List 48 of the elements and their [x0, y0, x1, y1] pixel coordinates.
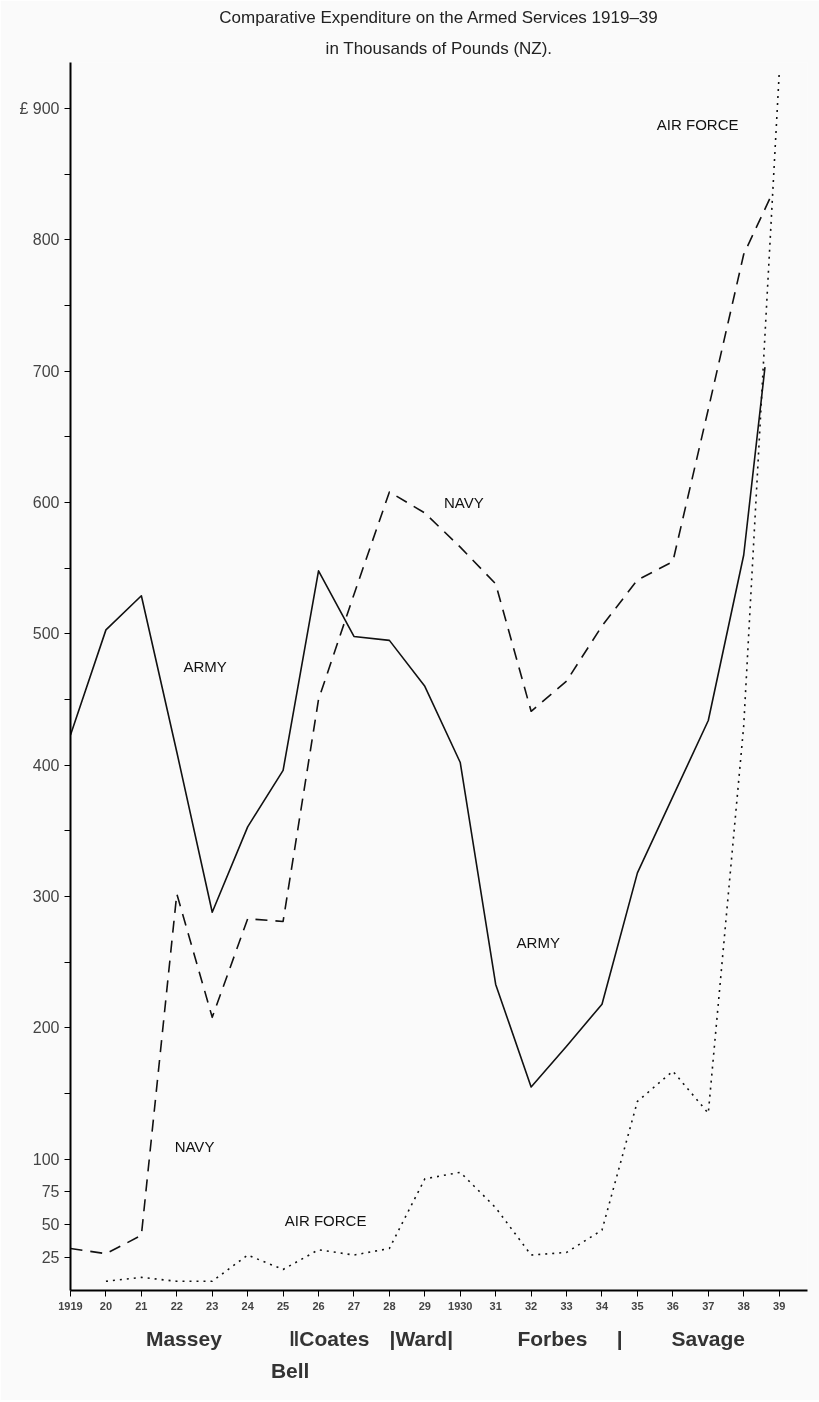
y-tick-label: 100 — [32, 1150, 60, 1168]
y-tick-label: 700 — [32, 362, 60, 380]
x-tick-label: 38 — [737, 1299, 750, 1312]
x-tick-label: 21 — [135, 1299, 148, 1312]
x-tick-label: 33 — [560, 1299, 573, 1312]
x-tick-label: 37 — [702, 1299, 715, 1312]
y-tick-label: 600 — [32, 493, 60, 511]
text: Massey — [145, 1326, 223, 1350]
x-tick-label: 20 — [99, 1299, 113, 1312]
x-tick-label: 31 — [489, 1299, 502, 1312]
annotation: AIR FORCE — [284, 1212, 367, 1230]
x-tick-label: 23 — [206, 1299, 219, 1312]
x-tick-label: 1919 — [58, 1299, 83, 1312]
y-tick-label: 200 — [32, 1019, 60, 1037]
text: |Ward| — [389, 1326, 454, 1350]
y-tick-label: 50 — [41, 1216, 60, 1234]
x-tick-label: 32 — [525, 1299, 538, 1312]
annotation: ARMY — [516, 933, 560, 951]
annotation: ARMY — [183, 658, 227, 676]
x-tick-label: 34 — [595, 1299, 609, 1312]
y-tick-label: £ 900 — [19, 99, 60, 117]
x-tick-label: 36 — [666, 1299, 679, 1312]
y-tick-label: 75 — [41, 1183, 60, 1201]
chart-subtitle: in Thousands of Pounds (NZ). — [325, 38, 553, 58]
x-tick-label: 24 — [241, 1299, 255, 1312]
x-tick-label: 29 — [418, 1299, 431, 1312]
x-tick-label: 27 — [347, 1299, 361, 1312]
y-tick-label: 25 — [41, 1249, 60, 1267]
text: | — [616, 1326, 623, 1350]
x-tick-label: 1930 — [448, 1299, 473, 1312]
x-tick-label: 25 — [276, 1299, 290, 1312]
y-tick-label: 400 — [32, 756, 60, 774]
chart-title: Comparative Expenditure on the Armed Services 1919–39 — [219, 7, 658, 27]
text: Forbes — [517, 1326, 588, 1350]
annotation: NAVY — [443, 493, 484, 511]
y-tick-label: 500 — [32, 625, 60, 643]
x-tick-label: 35 — [631, 1299, 644, 1312]
text: Bell — [270, 1358, 310, 1382]
annotation: NAVY — [174, 1137, 215, 1155]
text: Savage — [671, 1326, 746, 1350]
x-tick-label: 22 — [170, 1299, 183, 1312]
y-tick-label: 800 — [32, 231, 60, 249]
y-tick-label: 300 — [32, 887, 60, 905]
x-tick-label: 39 — [773, 1299, 786, 1312]
text: ‖Coates — [288, 1326, 370, 1350]
annotation: AIR FORCE — [656, 115, 739, 133]
x-tick-label: 28 — [383, 1299, 396, 1312]
x-tick-label: 26 — [312, 1299, 325, 1312]
